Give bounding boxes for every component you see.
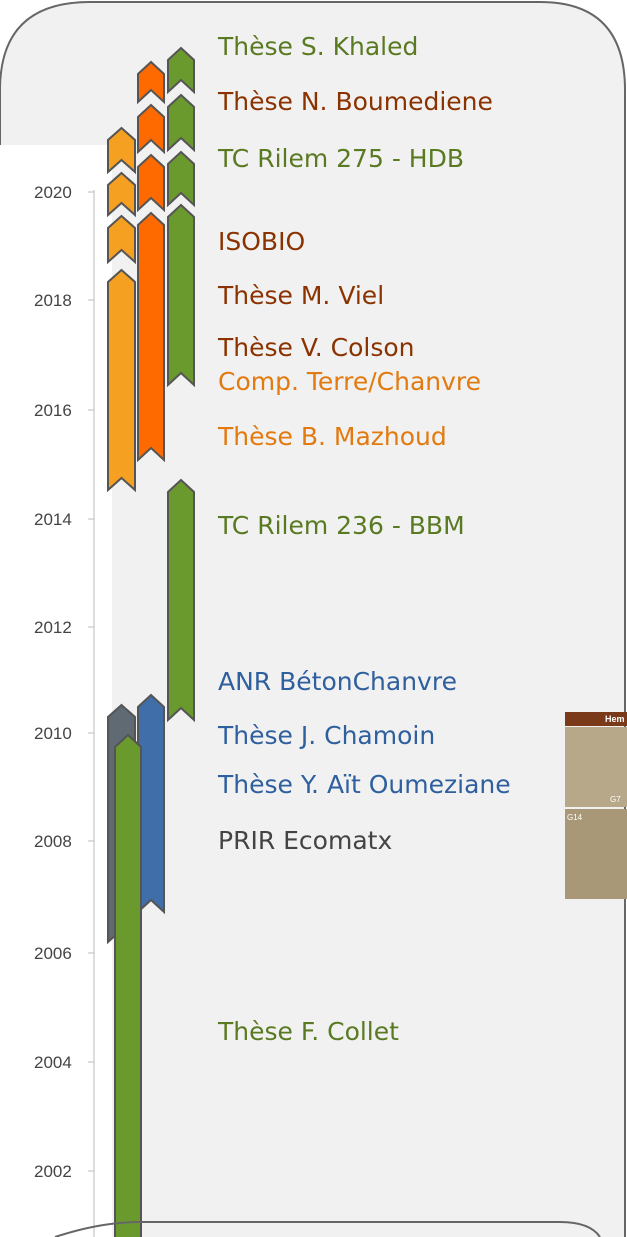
year-label: 2014 xyxy=(34,510,72,529)
project-label: ANR BétonChanvre xyxy=(218,667,457,696)
project-label: Thèse N. Boumediene xyxy=(217,87,493,116)
photo: Hem G7 G14 xyxy=(565,712,627,899)
photo-image xyxy=(565,809,627,899)
project-label: ISOBIO xyxy=(218,227,305,256)
project-label: Thèse Y. Aït Oumeziane xyxy=(217,770,511,799)
photo-label: G14 xyxy=(567,813,583,822)
project-label: Comp. Terre/Chanvre xyxy=(218,367,481,396)
year-label: 2008 xyxy=(34,832,72,851)
year-label: 2004 xyxy=(34,1053,72,1072)
project-label: Thèse J. Chamoin xyxy=(217,721,435,750)
project-label: TC Rilem 275 - HDB xyxy=(217,144,464,173)
project-label: Thèse B. Mazhoud xyxy=(217,422,447,451)
project-label: Thèse S. Khaled xyxy=(217,32,418,61)
year-label: 2018 xyxy=(34,291,72,310)
year-label: 2020 xyxy=(34,183,72,202)
year-label: 2006 xyxy=(34,944,72,963)
timeline: Hem G7 G14 2020 2018 2016 2014 2012 2010 2008 2… xyxy=(0,0,627,1237)
timeline-bar xyxy=(168,480,194,720)
year-label: 2002 xyxy=(34,1162,72,1181)
timeline-bar xyxy=(115,735,141,1237)
timeline-bar xyxy=(108,270,135,490)
year-label: 2010 xyxy=(34,724,72,743)
year-label: 2016 xyxy=(34,401,72,420)
page: Hem G7 G14 2020 2018 2016 2014 2012 2010 2008 2… xyxy=(0,0,627,1237)
photo-header-text: Hem xyxy=(605,714,625,724)
project-label: PRIR Ecomatx xyxy=(218,826,392,855)
photo-label: G7 xyxy=(610,795,621,804)
year-label: 2012 xyxy=(34,618,72,637)
project-label: TC Rilem 236 - BBM xyxy=(217,511,465,540)
timeline-bar xyxy=(168,205,194,385)
project-label: Thèse V. Colson xyxy=(217,333,414,362)
timeline-bar xyxy=(138,213,164,460)
project-label: Thèse F. Collet xyxy=(217,1017,399,1046)
project-label: Thèse M. Viel xyxy=(217,281,384,310)
